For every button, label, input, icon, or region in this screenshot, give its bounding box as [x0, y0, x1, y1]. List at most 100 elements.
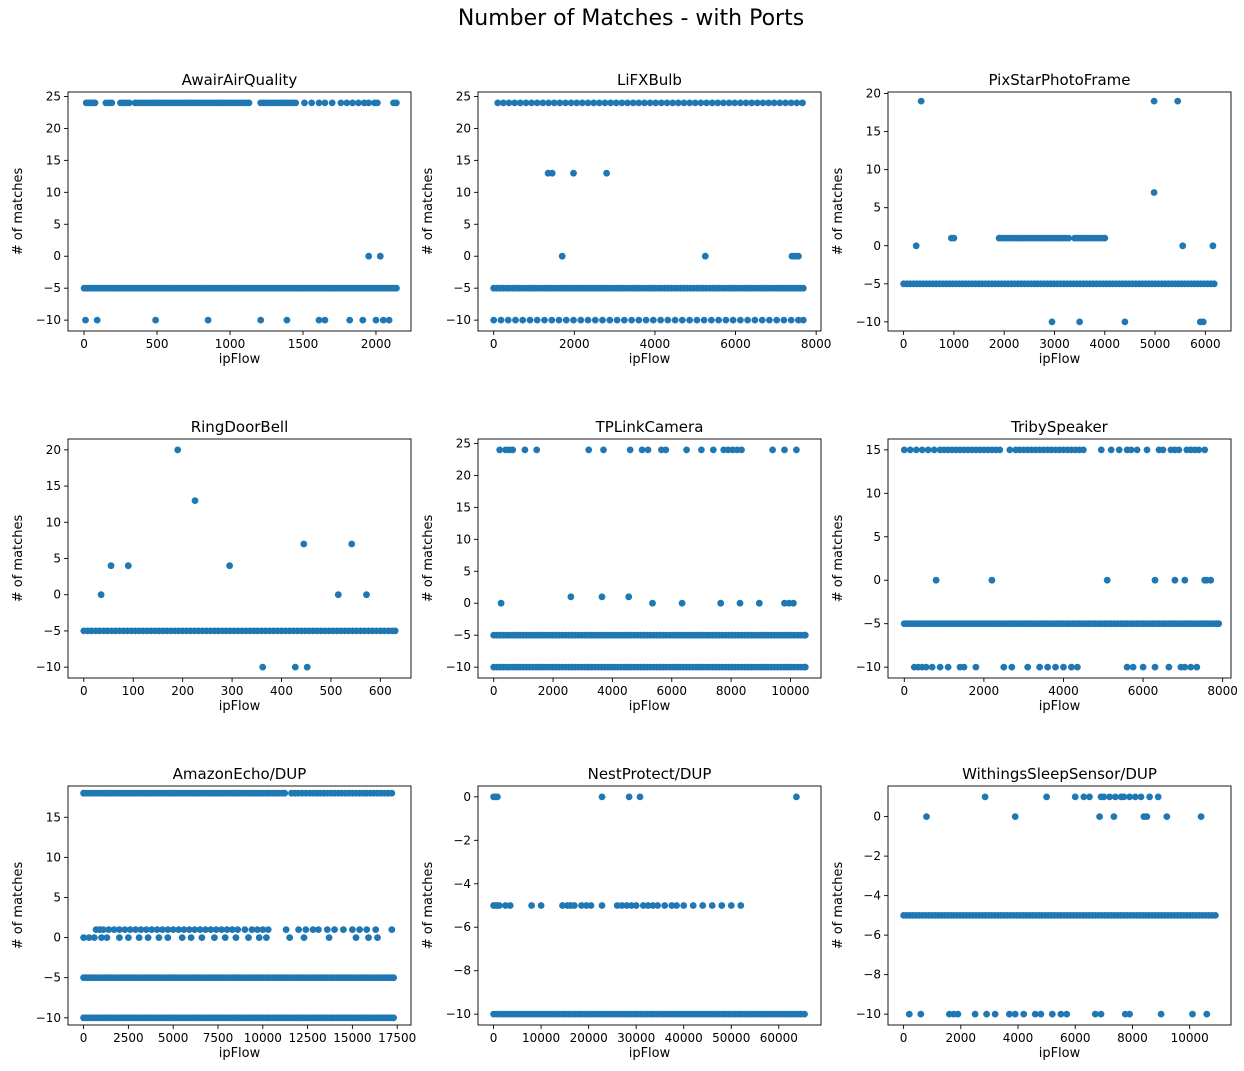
x-tick-label: 0: [900, 1031, 908, 1045]
data-point: [374, 934, 381, 941]
data-point: [349, 99, 356, 107]
y-tick-label: 0: [53, 931, 61, 945]
data-point: [334, 591, 342, 599]
y-tick-label: 15: [456, 153, 471, 167]
data-point: [780, 316, 788, 324]
data-point: [654, 902, 661, 909]
panel-title: WithingsSleepSensor/DUP: [962, 765, 1157, 783]
data-point: [801, 1010, 808, 1018]
x-tick-label: 2000: [946, 1031, 977, 1045]
data-point: [1201, 446, 1209, 454]
data-point: [533, 446, 541, 454]
data-point: [578, 902, 585, 909]
data-point: [587, 902, 595, 909]
y-tick-label: −8: [863, 968, 881, 982]
data-point: [729, 316, 737, 324]
x-tick-label: 400: [270, 684, 293, 698]
panel-title: TribySpeaker: [1010, 418, 1109, 436]
data-point: [511, 99, 519, 107]
data-point: [1126, 1010, 1133, 1018]
data-point: [971, 1010, 979, 1018]
y-tick-label: 5: [873, 201, 881, 215]
data-points: [80, 789, 397, 1022]
data-point: [766, 316, 773, 324]
data-point: [291, 663, 299, 671]
data-point: [601, 99, 609, 107]
data-point: [699, 902, 707, 909]
data-point: [570, 169, 577, 177]
y-tick-label: 0: [463, 596, 471, 610]
x-axis-label: ipFlow: [219, 699, 261, 714]
data-point: [1096, 813, 1103, 820]
data-point: [340, 926, 347, 933]
data-point: [105, 926, 113, 933]
x-tick-label: 1500: [288, 337, 319, 351]
data-point: [790, 599, 797, 607]
data-point: [1151, 576, 1159, 584]
data-point: [1123, 663, 1131, 671]
data-point: [121, 926, 129, 933]
data-point: [80, 934, 87, 941]
y-tick-label: 10: [456, 532, 471, 546]
data-point: [374, 99, 381, 107]
data-point: [1006, 446, 1014, 454]
x-tick-label: 0: [900, 337, 908, 351]
data-point: [686, 99, 693, 107]
data-points: [80, 99, 400, 324]
y-tick-label: 15: [46, 810, 61, 824]
data-point: [618, 99, 626, 107]
x-tick-label: 2000: [989, 337, 1020, 351]
data-point: [598, 902, 606, 909]
data-point: [232, 934, 240, 941]
x-tick-label: 3000: [1039, 337, 1070, 351]
data-point: [207, 926, 215, 933]
y-tick-label: 25: [456, 436, 471, 450]
data-point: [1000, 663, 1008, 671]
data-point: [1031, 1010, 1039, 1018]
data-point: [148, 926, 156, 933]
y-tick-label: 0: [463, 249, 471, 263]
data-point: [678, 599, 686, 607]
data-point: [799, 99, 806, 107]
y-tick-label: 0: [873, 239, 881, 253]
data-point: [1106, 793, 1113, 801]
data-point: [1097, 446, 1105, 454]
data-point: [1199, 318, 1207, 326]
data-point: [292, 99, 300, 107]
y-tick-label: −10: [856, 315, 881, 329]
data-point: [116, 926, 123, 933]
y-tick-label: 5: [53, 552, 61, 566]
data-point: [930, 446, 938, 454]
data-point: [331, 926, 338, 933]
x-tick-label: 6000: [656, 684, 687, 698]
data-point: [661, 902, 669, 909]
x-axis-label: ipFlow: [1039, 699, 1081, 714]
data-point: [755, 599, 763, 607]
data-point: [625, 793, 633, 801]
data-point: [191, 926, 199, 933]
data-point: [180, 926, 188, 933]
data-point: [349, 926, 356, 933]
data-point: [263, 934, 270, 941]
data-point: [996, 446, 1004, 454]
data-point: [295, 926, 302, 933]
panel-title: TPLinkCamera: [595, 418, 704, 436]
panel-nestprotect-dup: 0 10000 20000 30000 40000 50000 60000 0 −2 −4 −6 −8…: [421, 765, 822, 1061]
data-point: [683, 446, 690, 454]
data-point: [505, 99, 513, 107]
data-point: [1126, 793, 1133, 801]
y-tick-label: 0: [53, 588, 61, 602]
data-point: [248, 926, 256, 933]
x-tick-label: 2000: [538, 684, 569, 698]
data-point: [613, 902, 621, 909]
data-point: [612, 99, 620, 107]
y-tick-label: −5: [863, 617, 881, 631]
data-point: [781, 446, 788, 454]
data-points: [80, 446, 399, 671]
data-point: [365, 252, 373, 260]
y-tick-label: −10: [446, 660, 471, 674]
data-point: [668, 902, 676, 909]
data-point: [917, 1010, 925, 1018]
y-axis-label: # of matches: [11, 167, 26, 255]
data-point: [680, 99, 688, 107]
